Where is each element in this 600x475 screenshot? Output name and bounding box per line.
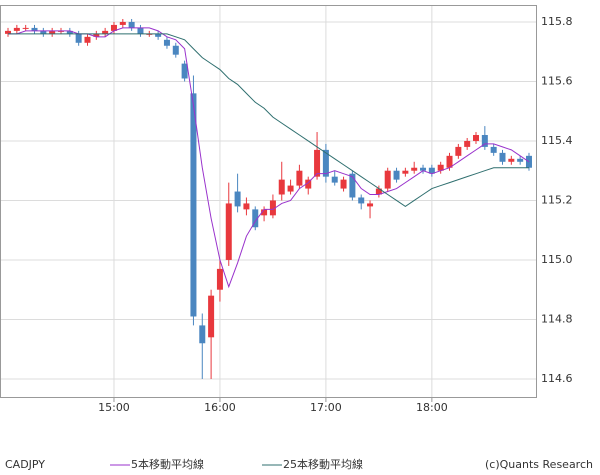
- candle-body: [110, 24, 117, 31]
- symbol: CADJPY: [5, 458, 45, 471]
- candle-body: [296, 170, 303, 186]
- candle-body: [128, 21, 135, 28]
- candle-body: [473, 135, 480, 141]
- candle-body: [252, 209, 259, 228]
- candle-body: [261, 209, 268, 216]
- moving-average-line: [8, 33, 529, 208]
- candle-body: [40, 30, 47, 34]
- candle-body: [490, 146, 497, 153]
- y-tick-label: 115.8: [541, 15, 573, 28]
- candle-body: [305, 179, 312, 189]
- x-tick-label: 16:00: [204, 401, 236, 414]
- x-tick-label: 17:00: [310, 401, 342, 414]
- y-tick-label: 115.4: [541, 134, 573, 147]
- candle-body: [428, 167, 435, 174]
- x-tick-label: 18:00: [416, 401, 448, 414]
- candle-body: [119, 21, 126, 25]
- candle-body: [340, 179, 347, 189]
- candle-body: [49, 30, 56, 34]
- candle-body: [5, 30, 12, 34]
- candle-body: [84, 36, 91, 43]
- candle-body: [446, 155, 453, 168]
- candle-body: [31, 27, 38, 31]
- candle-body: [269, 200, 276, 216]
- y-tick-label: 115.2: [541, 193, 573, 206]
- candle-body: [66, 30, 73, 34]
- candle-body: [243, 203, 250, 210]
- candle-body: [22, 27, 29, 29]
- candle-body: [278, 179, 285, 195]
- candle-body: [499, 152, 506, 162]
- candle-body: [331, 176, 338, 183]
- candle-body: [322, 149, 329, 177]
- y-tick-label: 115.6: [541, 74, 573, 87]
- legend-label: 25本移動平均線: [283, 457, 363, 471]
- candle-body: [358, 197, 365, 204]
- plot-frame: [0, 5, 537, 398]
- candle-body: [508, 158, 515, 162]
- candle-body: [287, 185, 294, 192]
- candle-body: [57, 30, 64, 32]
- candle-body: [402, 170, 409, 174]
- candle-body: [102, 30, 109, 34]
- candle-body: [384, 170, 391, 189]
- candle-body: [137, 27, 144, 34]
- candle-body: [420, 167, 427, 171]
- candle-body: [393, 170, 400, 180]
- x-tick-label: 15:00: [98, 401, 130, 414]
- candle-body: [13, 27, 20, 31]
- candle-body: [93, 33, 100, 37]
- candle-body: [455, 146, 462, 156]
- candle-body: [375, 188, 382, 195]
- candle-body: [181, 63, 188, 79]
- candle-body: [163, 39, 170, 46]
- candle-body: [199, 325, 206, 344]
- candle-body: [411, 167, 418, 171]
- candle-body: [155, 33, 162, 37]
- candle-body: [314, 149, 321, 177]
- candle-body: [464, 140, 471, 147]
- y-tick-label: 114.6: [541, 372, 573, 385]
- candle-body: [225, 203, 232, 260]
- candle-body: [367, 203, 374, 207]
- candle-body: [190, 93, 197, 317]
- candle-body: [208, 295, 215, 338]
- candle-body: [75, 33, 82, 43]
- credit: (c)Quants Research: [485, 458, 593, 471]
- candle-body: [437, 164, 444, 171]
- candle-body: [481, 135, 488, 147]
- candle-body: [172, 45, 179, 55]
- y-tick-label: 115.0: [541, 253, 573, 266]
- legend-label: 5本移動平均線: [131, 457, 204, 471]
- y-tick-label: 114.8: [541, 312, 573, 325]
- candle-body: [517, 158, 524, 162]
- candle-body: [234, 191, 241, 207]
- moving-average-line: [8, 27, 530, 289]
- candle-body: [349, 173, 356, 198]
- candle-body: [216, 268, 223, 290]
